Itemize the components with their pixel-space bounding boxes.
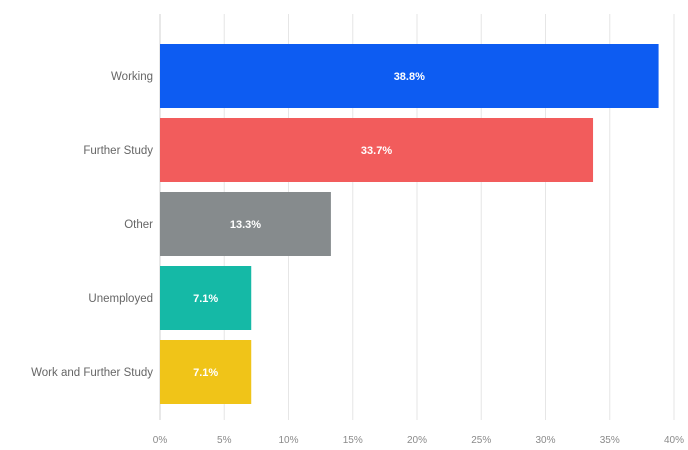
data-label: 7.1% — [193, 367, 218, 379]
bars — [160, 44, 659, 404]
x-tick-label: 15% — [343, 435, 363, 446]
data-label: 33.7% — [361, 145, 392, 157]
category-label: Further Study — [83, 145, 153, 157]
x-tick-label: 0% — [153, 435, 168, 446]
data-label: 13.3% — [230, 219, 261, 231]
data-label: 38.8% — [394, 71, 425, 83]
x-tick-label: 20% — [407, 435, 427, 446]
data-label: 7.1% — [193, 293, 218, 305]
x-tick-label: 40% — [664, 435, 684, 446]
bar-unemployed[interactable] — [160, 266, 252, 330]
category-labels: Working Further Study Other Unemployed Work … — [31, 71, 153, 379]
category-label: Work and Further Study — [31, 367, 153, 379]
x-tick-label: 35% — [600, 435, 620, 446]
category-label: Unemployed — [88, 293, 153, 305]
category-label: Other — [124, 219, 153, 231]
category-label: Working — [111, 71, 153, 83]
x-tick-label: 25% — [471, 435, 491, 446]
x-tick-label: 10% — [278, 435, 298, 446]
x-tick-label: 30% — [535, 435, 555, 446]
bar-further-study[interactable] — [160, 118, 594, 182]
bar-working[interactable] — [160, 44, 659, 108]
x-tick-label: 5% — [217, 435, 232, 446]
bar-other[interactable] — [160, 192, 331, 256]
data-labels: 38.8% 33.7% 13.3% 7.1% 7.1% — [193, 71, 425, 379]
x-axis-ticks: 0% 5% 10% 15% 20% 25% 30% 35% 40% — [153, 435, 684, 446]
bar-work-and-further-study[interactable] — [160, 340, 252, 404]
